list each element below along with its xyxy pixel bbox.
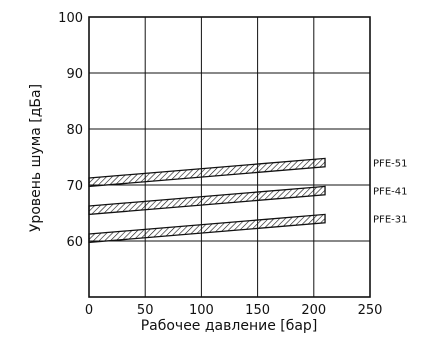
series-band-pfe-41 <box>88 185 326 216</box>
y-tick-label: 60 <box>66 235 83 250</box>
series-band-pfe-31 <box>88 213 326 244</box>
series-band-pfe-51 <box>88 157 326 188</box>
tick-labels: 0 50 100 150 200 250 60 70 80 90 100 <box>58 11 382 318</box>
y-axis-title: Уровень шума [дБа] <box>28 84 44 232</box>
series-label: PFE-41 <box>373 187 407 198</box>
x-tick-label: 50 <box>137 303 154 318</box>
y-tick-label: 100 <box>58 11 83 26</box>
plot-frame <box>88 16 371 298</box>
y-tick-label: 70 <box>66 179 83 194</box>
series-label: PFE-51 <box>373 159 407 170</box>
x-axis-title: Рабочее давление [бар] <box>141 318 318 334</box>
x-tick-label: 100 <box>189 303 214 318</box>
x-tick-label: 200 <box>301 303 326 318</box>
x-tick-label: 150 <box>245 303 270 318</box>
y-tick-label: 80 <box>66 123 83 138</box>
series-group: PFE-51 PFE-41 PFE-31 <box>88 157 407 244</box>
x-tick-label: 0 <box>85 303 93 318</box>
grid <box>89 17 370 297</box>
series-label: PFE-31 <box>373 215 407 226</box>
x-tick-label: 250 <box>358 303 383 318</box>
y-tick-label: 90 <box>66 67 83 82</box>
